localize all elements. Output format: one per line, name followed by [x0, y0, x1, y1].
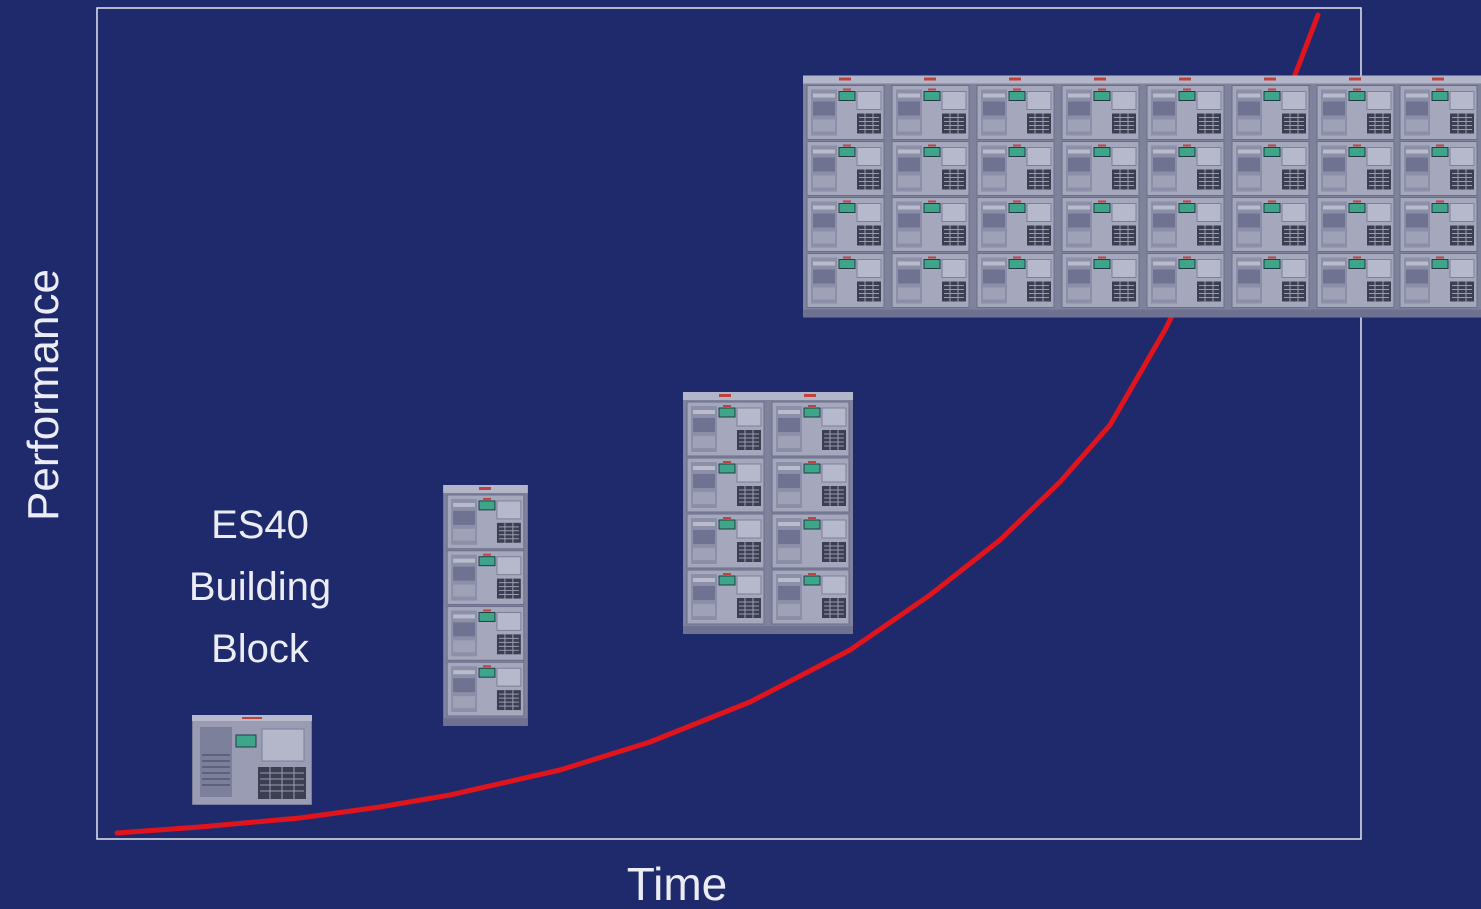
block-label: Building	[189, 565, 331, 609]
rack	[1058, 76, 1143, 318]
rack	[768, 392, 853, 634]
rack-pair	[683, 392, 853, 634]
rack	[973, 76, 1058, 318]
rack	[683, 392, 768, 634]
block-label: ES40	[211, 503, 309, 547]
rack-row	[803, 76, 1481, 318]
rack	[443, 485, 528, 726]
frame	[96, 7, 1362, 840]
rack	[888, 76, 973, 318]
rack	[1228, 76, 1313, 318]
block-label: Block	[211, 627, 310, 671]
y-axis-label: Performance	[19, 269, 68, 521]
rack	[803, 76, 888, 318]
rack	[1143, 76, 1228, 318]
x-axis-label: Time	[627, 858, 728, 909]
es40-server	[192, 715, 312, 805]
rack	[1313, 76, 1398, 318]
rack	[1396, 76, 1481, 318]
